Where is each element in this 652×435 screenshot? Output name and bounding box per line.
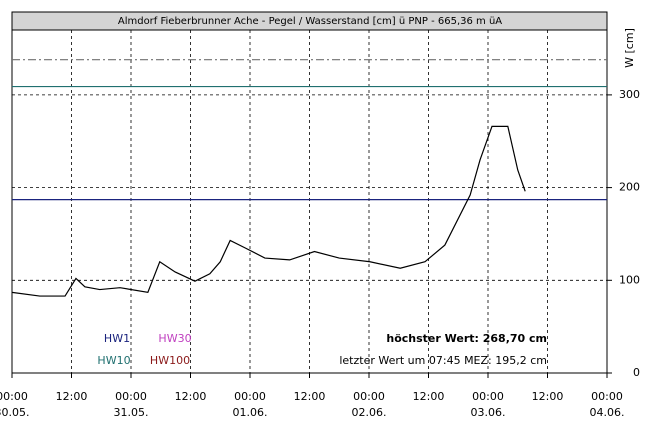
chart-title: Almdorf Fieberbrunner Ache - Pegel / Was… [118, 16, 502, 27]
x-tick-label: 00:00 [591, 390, 623, 403]
x-tick-label: 12:00 [532, 390, 564, 403]
data-line [11, 125, 526, 297]
x-tick-label: 00:00 [115, 390, 147, 403]
x-date-label: 03.06. [471, 406, 506, 419]
y-tick-label: 0 [633, 366, 640, 379]
annotation: höchster Wert: 268,70 cm [386, 332, 547, 345]
x-date-label: 31.05. [114, 406, 149, 419]
x-date-label: 30.05. [0, 406, 30, 419]
threshold-legend: HW30 [158, 332, 191, 345]
x-tick-label: 12:00 [413, 390, 445, 403]
x-tick-label: 12:00 [175, 390, 207, 403]
x-date-label: 01.06. [233, 406, 268, 419]
y-tick-label: 100 [619, 273, 640, 286]
x-date-label: 04.06. [590, 406, 625, 419]
x-tick-label: 00:00 [234, 390, 266, 403]
threshold-legend: HW10 [97, 354, 130, 367]
y-tick-label: 200 [619, 181, 640, 194]
annotation: letzter Wert um 07:45 MEZ: 195,2 cm [339, 354, 547, 367]
plot-frame [11, 29, 608, 374]
x-tick-label: 00:00 [353, 390, 385, 403]
x-tick-label: 12:00 [56, 390, 88, 403]
x-tick-label: 00:00 [472, 390, 504, 403]
threshold-legend: HW100 [150, 354, 190, 367]
y-axis-label: W [cm] [623, 28, 636, 68]
y-tick-label: 300 [619, 88, 640, 101]
x-tick-label: 00:00 [0, 390, 28, 403]
x-tick-label: 12:00 [294, 390, 326, 403]
threshold-legend: HW1 [104, 332, 130, 345]
x-date-label: 02.06. [352, 406, 387, 419]
